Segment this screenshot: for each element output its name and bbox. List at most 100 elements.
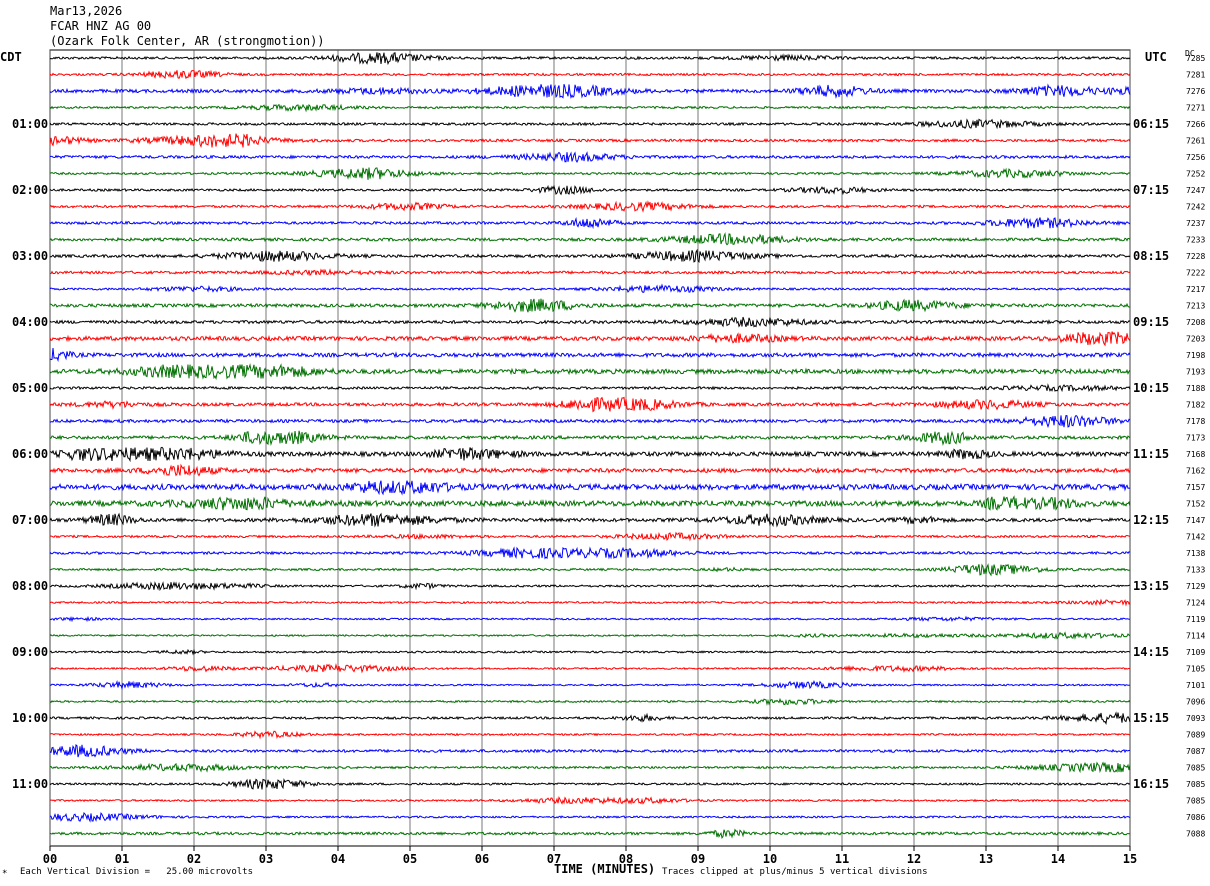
seismic-trace bbox=[49, 383, 1131, 393]
dc-column-label: DC bbox=[1185, 49, 1195, 58]
left-hour-label: 04:00 bbox=[12, 315, 48, 329]
dc-offset-label: 7105 bbox=[1186, 665, 1205, 674]
seismic-trace bbox=[50, 167, 1131, 180]
dc-offset-label: 7173 bbox=[1186, 434, 1205, 443]
left-hour-label: 06:00 bbox=[12, 447, 48, 461]
seismic-trace bbox=[49, 414, 1131, 429]
dc-offset-label: 7256 bbox=[1186, 153, 1205, 162]
seismic-trace bbox=[49, 231, 1131, 246]
x-tick-label: 01 bbox=[115, 852, 129, 866]
dc-offset-label: 7138 bbox=[1186, 549, 1205, 558]
dc-offset-label: 7182 bbox=[1186, 401, 1205, 410]
right-hour-label: 16:15 bbox=[1133, 777, 1169, 791]
seismic-trace bbox=[49, 463, 1131, 477]
dc-offset-label: 7085 bbox=[1186, 780, 1205, 789]
left-hour-label: 11:00 bbox=[12, 777, 48, 791]
right-hour-label: 06:15 bbox=[1133, 117, 1169, 131]
seismic-trace bbox=[49, 711, 1131, 725]
dc-offset-label: 7096 bbox=[1186, 698, 1205, 707]
right-hour-label: 07:15 bbox=[1133, 183, 1169, 197]
left-hour-label: 10:00 bbox=[12, 711, 48, 725]
dc-offset-label: 7147 bbox=[1186, 516, 1205, 525]
seismic-trace bbox=[49, 200, 1131, 213]
dc-offset-label: 7119 bbox=[1186, 615, 1205, 624]
seismic-trace bbox=[49, 184, 1131, 196]
seismic-trace bbox=[49, 615, 1131, 623]
dc-offset-label: 7193 bbox=[1186, 368, 1205, 377]
dc-offset-label: 7124 bbox=[1186, 599, 1205, 608]
dc-offset-label: 7242 bbox=[1186, 203, 1205, 212]
left-hour-label: 05:00 bbox=[12, 381, 48, 395]
seismic-trace bbox=[49, 730, 1131, 740]
x-tick-label: 04 bbox=[331, 852, 345, 866]
seismic-trace bbox=[49, 631, 1131, 640]
seismic-trace bbox=[49, 663, 1131, 674]
x-tick-label: 03 bbox=[259, 852, 273, 866]
dc-offset-label: 7088 bbox=[1186, 830, 1205, 839]
seismic-trace bbox=[49, 103, 1131, 113]
dc-offset-label: 7285 bbox=[1186, 54, 1205, 63]
dc-offset-label: 7261 bbox=[1186, 137, 1205, 146]
right-hour-label: 11:15 bbox=[1133, 447, 1169, 461]
seismic-trace bbox=[49, 761, 1131, 774]
seismic-trace bbox=[49, 298, 1131, 313]
dc-offset-label: 7198 bbox=[1186, 351, 1205, 360]
seismic-trace bbox=[49, 248, 1131, 263]
left-hour-label: 08:00 bbox=[12, 579, 48, 593]
dc-offset-label: 7109 bbox=[1186, 648, 1205, 657]
x-tick-label: 10 bbox=[763, 852, 777, 866]
seismic-trace bbox=[49, 133, 1131, 149]
dc-offset-label: 7208 bbox=[1186, 318, 1205, 327]
right-hour-label: 09:15 bbox=[1133, 315, 1169, 329]
seismic-trace bbox=[49, 118, 1131, 130]
plot-date: Mar13,2026 bbox=[50, 4, 123, 18]
seismic-trace bbox=[49, 563, 1131, 577]
seismic-trace bbox=[49, 796, 1131, 805]
dc-offset-label: 7152 bbox=[1186, 500, 1205, 509]
dc-offset-label: 7213 bbox=[1186, 302, 1205, 311]
dc-offset-label: 7266 bbox=[1186, 120, 1205, 129]
scale-note: Each Vertical Division = 25.00 microvolt… bbox=[20, 867, 253, 877]
dc-offset-label: 7233 bbox=[1186, 236, 1205, 245]
dc-offset-label: 7271 bbox=[1186, 104, 1205, 113]
seismic-trace bbox=[49, 531, 1131, 542]
seismic-trace bbox=[49, 697, 1131, 706]
dc-offset-label: 7101 bbox=[1186, 681, 1205, 690]
seismic-trace bbox=[49, 811, 1131, 823]
x-tick-label: 11 bbox=[835, 852, 849, 866]
dc-offset-label: 7281 bbox=[1186, 71, 1205, 80]
seismic-trace bbox=[49, 598, 1131, 607]
dc-offset-label: 7087 bbox=[1186, 747, 1205, 756]
x-axis-title: TIME (MINUTES) bbox=[554, 862, 656, 876]
x-tick-label: 13 bbox=[979, 852, 993, 866]
dc-offset-label: 7142 bbox=[1186, 533, 1205, 542]
dc-offset-label: 7217 bbox=[1186, 285, 1205, 294]
right-hour-label: 08:15 bbox=[1133, 249, 1169, 263]
seismic-trace bbox=[49, 363, 1131, 381]
seismic-trace bbox=[49, 480, 1131, 496]
dc-offset-label: 7162 bbox=[1186, 467, 1205, 476]
corner-mark: * bbox=[2, 869, 8, 879]
x-tick-label: 02 bbox=[187, 852, 201, 866]
seismic-trace bbox=[49, 268, 1131, 277]
seismic-trace bbox=[49, 348, 1131, 363]
seismic-trace bbox=[49, 216, 1131, 230]
x-tick-label: 14 bbox=[1051, 852, 1065, 866]
x-tick-label: 08 bbox=[619, 852, 633, 866]
seismic-trace bbox=[49, 69, 1131, 80]
right-hour-label: 10:15 bbox=[1133, 381, 1169, 395]
dc-offset-label: 7247 bbox=[1186, 186, 1205, 195]
dc-offset-label: 7252 bbox=[1186, 170, 1205, 179]
seismic-trace bbox=[49, 430, 1131, 447]
seismic-trace bbox=[49, 331, 1131, 347]
left-hour-label: 02:00 bbox=[12, 183, 48, 197]
dc-offset-label: 7085 bbox=[1186, 797, 1205, 806]
dc-offset-label: 7228 bbox=[1186, 252, 1205, 261]
right-hour-label: 15:15 bbox=[1133, 711, 1169, 725]
seismic-trace bbox=[49, 316, 1131, 328]
dc-offset-label: 7276 bbox=[1186, 87, 1205, 96]
seismic-trace bbox=[49, 828, 1131, 840]
seismic-trace bbox=[49, 446, 1131, 463]
seismic-trace bbox=[49, 679, 1131, 691]
dc-offset-label: 7237 bbox=[1186, 219, 1205, 228]
